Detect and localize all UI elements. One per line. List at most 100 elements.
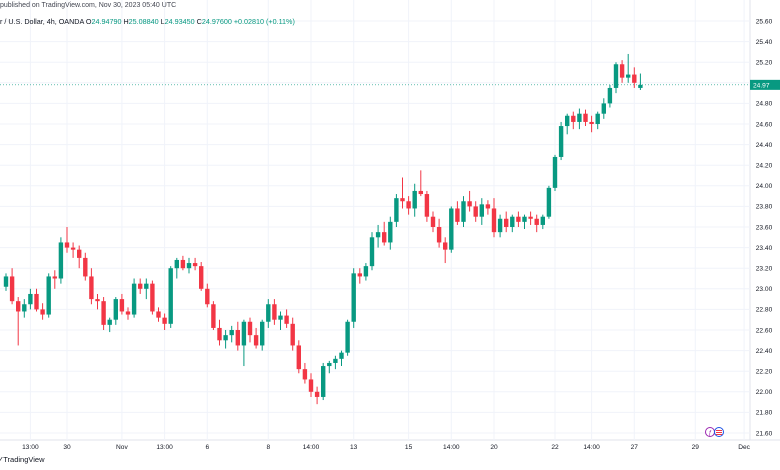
candle-body (607, 87, 613, 104)
candle (418, 170, 423, 197)
candle-body (339, 352, 344, 359)
candle-body (9, 276, 15, 302)
candle (58, 237, 64, 284)
candle-body (168, 268, 173, 324)
candle-body (626, 74, 631, 78)
candle-body (443, 242, 448, 250)
tradingview-brand[interactable]: ⁄ TradingView (0, 455, 45, 464)
candle (540, 214, 545, 230)
candle (101, 297, 106, 330)
candle (577, 108, 582, 130)
x-tick-label: 20 (490, 444, 498, 451)
candle (504, 211, 509, 233)
candle (290, 317, 295, 351)
change-value: +0.02810 (+0.11%) (233, 17, 295, 26)
candle (382, 221, 387, 246)
candle-body (211, 304, 216, 328)
candle-body (314, 391, 320, 397)
candle-body (150, 283, 155, 312)
open-value: 24.94790 (91, 17, 122, 26)
candle-body (3, 276, 9, 287)
y-tick-label: 23.40 (756, 245, 773, 252)
candle-body (302, 369, 308, 380)
close-label: C (196, 17, 202, 26)
candle-body (436, 227, 442, 243)
brand-label: TradingView (3, 455, 45, 464)
candle-body (247, 321, 253, 336)
candle (314, 386, 320, 405)
candle-body (510, 216, 515, 227)
candle (357, 268, 362, 284)
candle-body (327, 362, 332, 367)
candle-body (46, 276, 51, 315)
y-tick-label: 24.80 (756, 101, 773, 108)
last-price-line: 24.97 (0, 79, 780, 90)
candle-body (284, 315, 289, 324)
tradingview-logo-icon: ⁄ (0, 455, 2, 464)
candle-body (467, 201, 472, 207)
candle (552, 154, 558, 191)
candle (156, 307, 161, 322)
candle-body (52, 276, 57, 279)
candle (16, 297, 21, 346)
event-icons[interactable]: ƒ (705, 427, 724, 437)
candle-body (485, 204, 491, 209)
candle (211, 301, 216, 330)
candlestick-series (3, 53, 643, 405)
candle (302, 362, 308, 384)
svg-text:ƒ: ƒ (709, 431, 712, 437)
y-tick-label: 23.20 (756, 266, 773, 273)
candle (144, 278, 149, 300)
candle-body (113, 299, 118, 320)
candle-body (363, 266, 369, 277)
candle-body (424, 194, 430, 217)
y-tick-label: 23.80 (756, 204, 773, 211)
candle (192, 257, 198, 271)
y-tick-label: 25.40 (756, 39, 773, 46)
price-axis[interactable]: 25.6025.4025.2025.0024.8024.6024.4024.20… (756, 18, 773, 437)
candle (52, 270, 57, 289)
candle (583, 109, 588, 127)
x-tick-label: 8 (266, 444, 270, 451)
candle (436, 218, 442, 248)
high-value: 25.08840 (128, 17, 159, 26)
candle-body (241, 321, 247, 346)
x-tick-label: 14:00 (443, 444, 460, 451)
candle (235, 321, 240, 351)
x-tick-label: 27 (631, 444, 639, 451)
candle (22, 299, 27, 318)
candle-body (583, 113, 588, 122)
candle (400, 177, 405, 209)
candle-body (394, 198, 399, 222)
candle (89, 268, 94, 305)
candle-body (345, 321, 350, 353)
candle-body (16, 301, 21, 312)
candle-body (577, 113, 582, 122)
candle (266, 299, 271, 328)
candle (363, 263, 369, 281)
candle (107, 317, 112, 333)
y-tick-label: 22.80 (756, 307, 773, 314)
candle (9, 268, 15, 305)
x-tick-label: 22 (551, 444, 559, 451)
candle (205, 283, 210, 308)
candle (558, 121, 564, 161)
candle-body (253, 335, 259, 346)
candle-body (534, 218, 539, 225)
candle (40, 303, 45, 320)
candle-body (156, 311, 161, 318)
candle-body (449, 208, 454, 250)
candle-body (64, 242, 70, 248)
candle (479, 198, 484, 225)
time-axis[interactable]: 13:00 30 Nov 13:00 6 8 14:00 13 15 14:00 20 22 14:00… (22, 444, 751, 451)
candle-body (205, 288, 210, 305)
y-tick-label: 21.60 (756, 430, 773, 437)
candle-body (412, 190, 417, 209)
candle (327, 360, 332, 374)
candle (339, 350, 344, 367)
x-tick-label: 14:00 (303, 444, 320, 451)
candle (64, 227, 70, 253)
candle-body (89, 276, 94, 300)
candle (278, 311, 283, 330)
